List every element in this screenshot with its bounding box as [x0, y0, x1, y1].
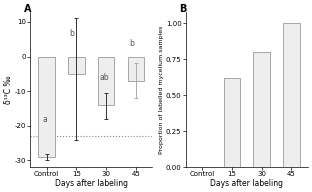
Text: B: B [179, 4, 187, 14]
Bar [224, 78, 240, 167]
Y-axis label: Proportion of labelled mycelium samples: Proportion of labelled mycelium samples [159, 25, 164, 154]
Bar [253, 52, 270, 167]
Bar [98, 57, 115, 105]
Text: ab: ab [100, 74, 110, 83]
Text: b: b [129, 39, 134, 48]
Bar [68, 57, 85, 74]
Text: A: A [24, 4, 32, 14]
Bar [38, 57, 55, 157]
X-axis label: Days after labeling: Days after labeling [210, 179, 283, 188]
Bar [128, 57, 144, 81]
Text: a: a [43, 115, 47, 124]
Text: b: b [70, 28, 74, 37]
Bar [283, 23, 300, 167]
Y-axis label: δ¹³C ‰: δ¹³C ‰ [4, 75, 13, 104]
X-axis label: Days after labeling: Days after labeling [55, 179, 128, 188]
